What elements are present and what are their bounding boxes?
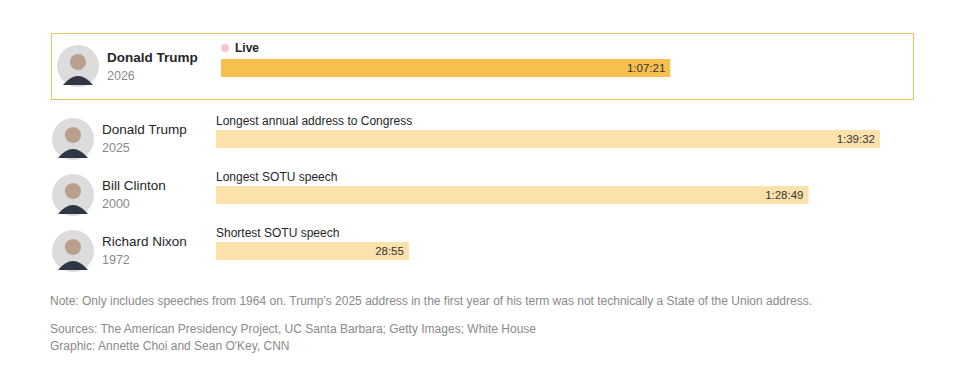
annotation: Longest annual address to Congress (216, 114, 412, 128)
bar (221, 59, 670, 77)
name: Donald Trump (107, 50, 198, 65)
bars (216, 59, 880, 260)
live-dot (221, 44, 229, 52)
data-label: 1:28:49 (765, 189, 803, 201)
annotation: Longest SOTU speech (216, 170, 337, 184)
photo-body (58, 205, 88, 214)
photo (52, 230, 94, 272)
name: Bill Clinton (102, 178, 166, 193)
data-label: 1:39:32 (837, 133, 875, 145)
name: Donald Trump (102, 122, 187, 137)
year: 1972 (102, 253, 130, 267)
photo (57, 45, 99, 87)
name: Richard Nixon (102, 234, 187, 249)
data-label: 28:55 (375, 245, 404, 257)
annotation: Live (235, 41, 259, 55)
credit: Graphic: Annette Choi and Sean O'Key, CN… (50, 339, 290, 353)
photo-circle (57, 45, 99, 87)
photo-circle (52, 118, 94, 160)
photo-head (70, 54, 86, 70)
data-label: 1:07:21 (627, 62, 665, 74)
bar (216, 130, 880, 148)
bar (216, 242, 409, 260)
photo-body (58, 149, 88, 158)
photo-body (58, 261, 88, 270)
photo-circle (52, 174, 94, 216)
year: 2000 (102, 197, 130, 211)
highlight-box (52, 34, 914, 100)
note: Note: Only includes speeches from 1964 o… (50, 294, 812, 308)
photo-body (63, 76, 93, 85)
sources: Sources: The American Presidency Project… (50, 322, 536, 336)
photo (52, 174, 94, 216)
year: 2026 (107, 69, 135, 83)
annotation: Shortest SOTU speech (216, 226, 339, 240)
photo-head (65, 183, 81, 199)
photo (52, 118, 94, 160)
photo-head (65, 127, 81, 143)
year: 2025 (102, 141, 130, 155)
chart: Donald Trump Donald Trump Bill Clinton Rich… (0, 0, 977, 367)
bar (216, 186, 809, 204)
photo-circle (52, 230, 94, 272)
photo-head (65, 239, 81, 255)
